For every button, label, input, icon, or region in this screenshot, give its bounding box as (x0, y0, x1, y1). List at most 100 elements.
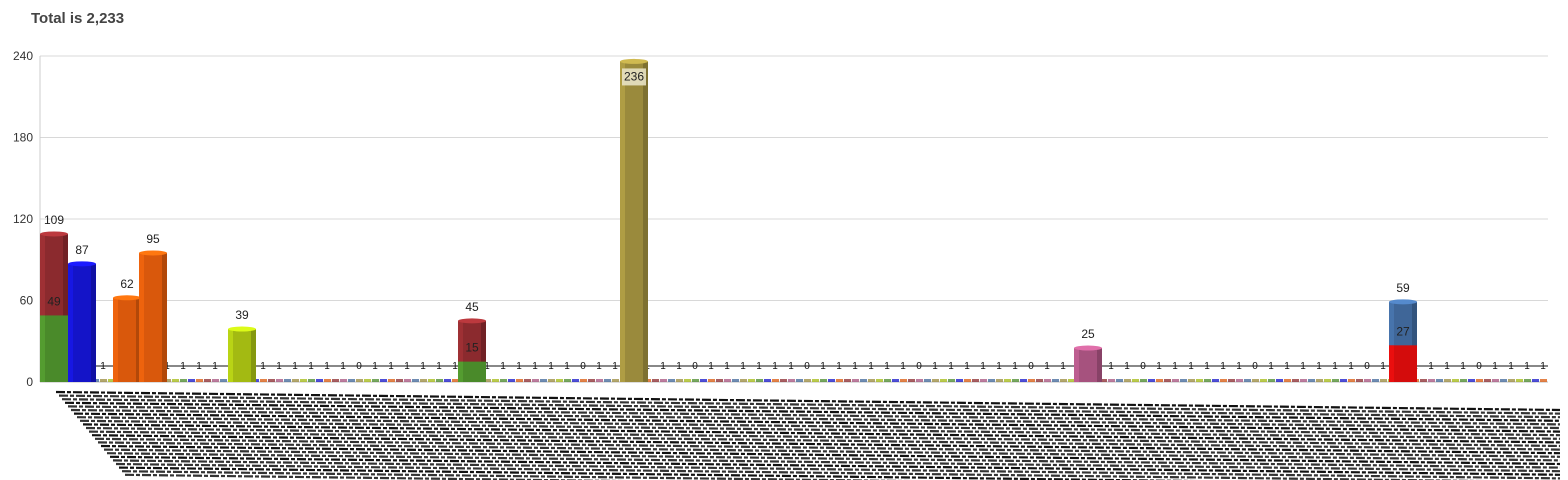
small-bar (1236, 379, 1243, 382)
inner-bar-highlight (458, 361, 463, 382)
bar-value-label: 87 (75, 243, 89, 257)
small-bar (1324, 379, 1331, 382)
small-bar (588, 379, 595, 382)
small-bar (300, 379, 307, 382)
x-tick-label-strip (103, 448, 1561, 469)
bar-shadow (1097, 348, 1102, 382)
small-bar (284, 379, 291, 382)
small-bar (612, 379, 619, 382)
small-bar-cluster: 1111101111110111111011111101111110111111… (52, 361, 1548, 382)
bar-highlight (458, 320, 463, 382)
small-bar (748, 379, 755, 382)
small-bar (932, 379, 939, 382)
small-bar (1052, 379, 1059, 382)
bar-shadow (643, 61, 648, 382)
small-bar (1188, 379, 1195, 382)
x-tick-label-strip (76, 416, 1561, 437)
small-bar (220, 379, 227, 382)
small-bar (980, 379, 987, 382)
small-bar (604, 379, 611, 382)
small-bar (484, 379, 491, 382)
x-tick-label-strip (55, 390, 1561, 412)
small-bar (1148, 379, 1155, 382)
small-bar (988, 379, 995, 382)
small-bar (996, 379, 1003, 382)
small-bar (332, 379, 339, 382)
small-bar (548, 379, 555, 382)
bar-value-label: 109 (44, 213, 64, 227)
y-tick-label: 60 (20, 294, 34, 308)
small-bar (1156, 379, 1163, 382)
small-bar (100, 379, 107, 382)
x-tick-label-strip (58, 394, 1561, 415)
small-bar (556, 379, 563, 382)
small-bar (1452, 379, 1459, 382)
bar-shadow (162, 252, 167, 382)
small-bar (196, 379, 203, 382)
small-bar (852, 379, 859, 382)
small-bar (180, 379, 187, 382)
small-bar (1364, 379, 1371, 382)
x-tick-label-strip (70, 408, 1561, 430)
small-bar (292, 379, 299, 382)
x-tick-label-strip (67, 405, 1561, 426)
small-bar (1292, 379, 1299, 382)
small-bar (676, 379, 683, 382)
small-bar (700, 379, 707, 382)
bar-cap (113, 295, 141, 301)
small-bar (260, 379, 267, 382)
small-bar (364, 379, 371, 382)
small-bar (1228, 379, 1235, 382)
small-bar (716, 379, 723, 382)
small-bar (1180, 379, 1187, 382)
bar-cap (139, 250, 167, 256)
small-bar (732, 379, 739, 382)
x-tick-label-strip (100, 444, 1561, 466)
small-bar (164, 379, 171, 382)
small-bar (452, 379, 459, 382)
small-bar (580, 379, 587, 382)
small-bar (1044, 379, 1051, 382)
small-bar (1492, 379, 1499, 382)
x-tick-label-strip (73, 412, 1561, 433)
small-bar (564, 379, 571, 382)
bar-highlight (1074, 348, 1079, 382)
small-bar (1012, 379, 1019, 382)
small-bar (740, 379, 747, 382)
small-bar (1068, 379, 1075, 382)
small-bar (764, 379, 771, 382)
small-bar (1244, 379, 1251, 382)
small-bar (444, 379, 451, 382)
small-bar-label-strip (80, 365, 1548, 367)
small-bar (1460, 379, 1467, 382)
x-tick-label-strip (121, 470, 913, 480)
bar-cap (40, 231, 68, 237)
small-bar (340, 379, 347, 382)
small-bar (1476, 379, 1483, 382)
inner-bar-highlight (1389, 345, 1394, 382)
small-bar (1524, 379, 1531, 382)
small-bar (188, 379, 195, 382)
small-bar (356, 379, 363, 382)
small-bar (1516, 379, 1523, 382)
small-bar (1020, 379, 1027, 382)
bar-shadow (1412, 301, 1417, 382)
small-bar (348, 379, 355, 382)
small-bar (772, 379, 779, 382)
bar-value-label: 236 (624, 69, 644, 83)
small-bar (1260, 379, 1267, 382)
small-bar (956, 379, 963, 382)
y-tick-label: 180 (13, 131, 33, 145)
small-bar (820, 379, 827, 382)
small-bar (172, 379, 179, 382)
small-bar (756, 379, 763, 382)
y-tick-label: 120 (13, 212, 33, 226)
inner-bar-value-label: 49 (47, 294, 61, 308)
small-bar (324, 379, 331, 382)
bar-cap (458, 318, 486, 324)
small-bar (1252, 379, 1259, 382)
small-bar (1380, 379, 1387, 382)
bar-highlight (228, 329, 233, 382)
small-bar (1268, 379, 1275, 382)
